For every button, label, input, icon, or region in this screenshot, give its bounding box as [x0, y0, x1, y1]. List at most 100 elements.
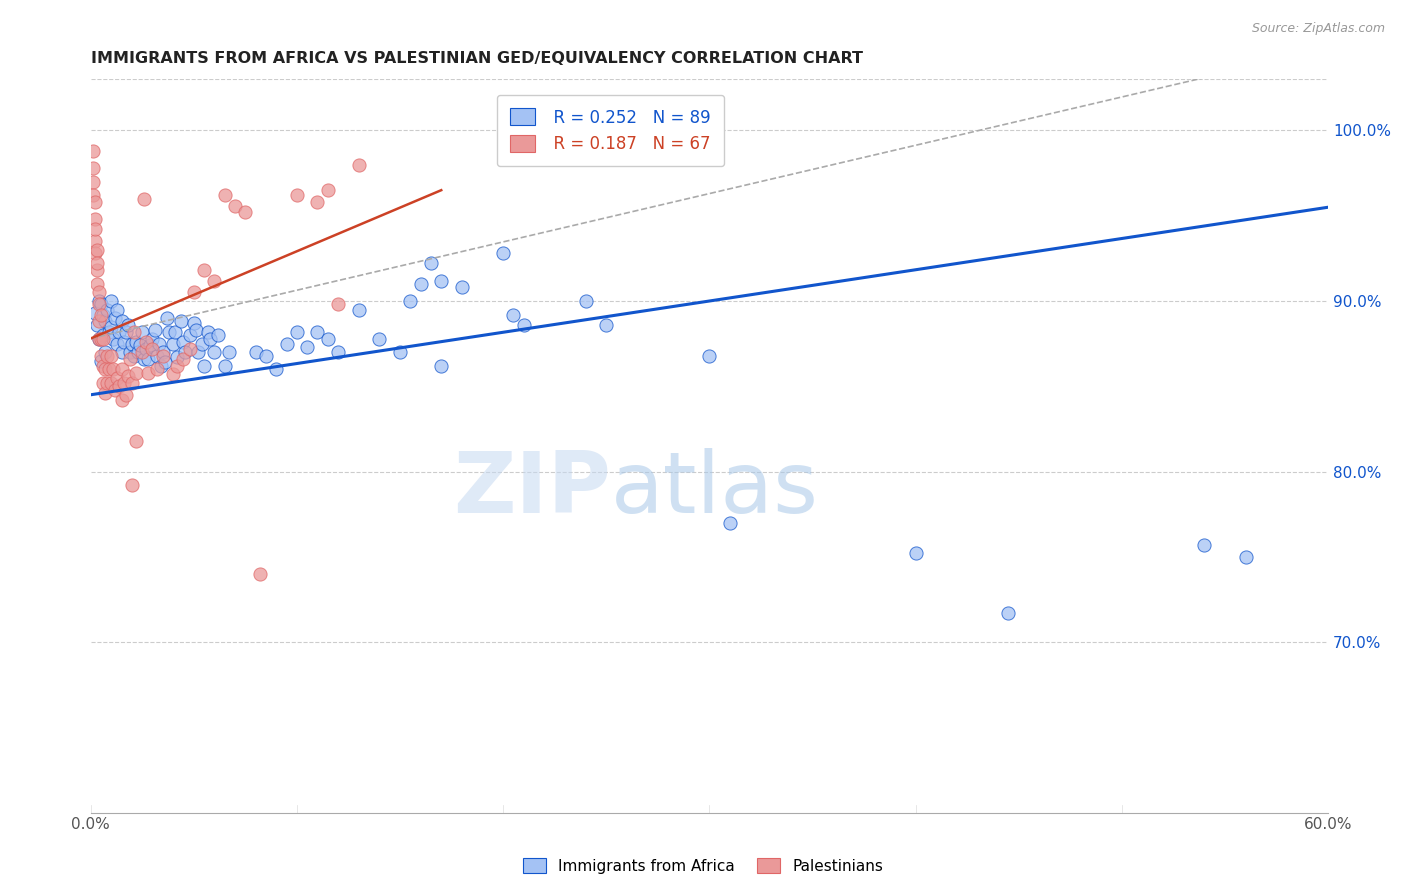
Point — [83, 246, 105, 260]
Point — [183, 316, 205, 330]
Point — [347, 158, 370, 172]
Point — [399, 293, 422, 308]
Point — [94, 386, 117, 401]
Point — [214, 359, 236, 373]
Text: ZIP: ZIP — [453, 449, 610, 532]
Point — [904, 546, 927, 560]
Point — [90, 297, 112, 311]
Point — [86, 243, 108, 257]
Point — [224, 198, 246, 212]
Point — [166, 359, 188, 373]
Point — [307, 325, 329, 339]
Point — [326, 345, 349, 359]
Point — [492, 246, 515, 260]
Point — [91, 308, 114, 322]
Point — [419, 256, 441, 270]
Point — [129, 338, 152, 352]
Point — [184, 323, 207, 337]
Point — [134, 192, 156, 206]
Point — [117, 318, 139, 332]
Point — [108, 325, 131, 339]
Point — [162, 336, 184, 351]
Point — [87, 332, 110, 346]
Point — [91, 359, 114, 373]
Point — [86, 256, 108, 270]
Point — [197, 325, 219, 339]
Point — [156, 311, 179, 326]
Point — [82, 144, 104, 158]
Point — [86, 263, 108, 277]
Point — [91, 332, 114, 346]
Point — [200, 332, 222, 346]
Point — [141, 342, 163, 356]
Point — [98, 325, 121, 339]
Point — [699, 349, 721, 363]
Point — [94, 314, 117, 328]
Point — [135, 334, 157, 349]
Point — [145, 362, 167, 376]
Point — [121, 376, 143, 390]
Point — [245, 345, 267, 359]
Point — [451, 280, 474, 294]
Point — [179, 328, 201, 343]
Point — [82, 188, 104, 202]
Point — [87, 332, 110, 346]
Legend: Immigrants from Africa, Palestinians: Immigrants from Africa, Palestinians — [516, 852, 890, 880]
Point — [264, 362, 287, 376]
Point — [94, 345, 117, 359]
Point — [83, 212, 105, 227]
Point — [127, 345, 149, 359]
Point — [233, 205, 256, 219]
Point — [90, 332, 112, 346]
Point — [139, 338, 162, 352]
Point — [98, 362, 121, 376]
Point — [172, 351, 194, 366]
Point — [149, 359, 172, 373]
Point — [347, 302, 370, 317]
Point — [276, 336, 298, 351]
Point — [83, 235, 105, 249]
Point — [152, 349, 174, 363]
Point — [122, 349, 145, 363]
Point — [87, 285, 110, 300]
Point — [575, 293, 598, 308]
Point — [153, 355, 176, 369]
Point — [326, 297, 349, 311]
Point — [254, 349, 277, 363]
Text: atlas: atlas — [610, 449, 818, 532]
Point — [121, 336, 143, 351]
Point — [134, 351, 156, 366]
Point — [157, 325, 180, 339]
Point — [83, 195, 105, 210]
Point — [214, 188, 236, 202]
Point — [166, 351, 188, 365]
Point — [165, 325, 187, 339]
Point — [107, 336, 129, 351]
Point — [218, 345, 240, 359]
Point — [118, 345, 141, 359]
Point — [87, 314, 110, 328]
Point — [114, 388, 136, 402]
Point — [90, 349, 112, 363]
Point — [316, 183, 339, 197]
Point — [110, 314, 132, 328]
Point — [193, 263, 215, 277]
Point — [285, 325, 308, 339]
Point — [595, 318, 617, 332]
Point — [94, 362, 117, 376]
Legend:   R = 0.252   N = 89,   R = 0.187   N = 67: R = 0.252 N = 89, R = 0.187 N = 67 — [496, 95, 724, 166]
Point — [430, 274, 453, 288]
Point — [207, 328, 229, 343]
Point — [174, 345, 197, 359]
Text: IMMIGRANTS FROM AFRICA VS PALESTINIAN GED/EQUIVALENCY CORRELATION CHART: IMMIGRANTS FROM AFRICA VS PALESTINIAN GE… — [90, 51, 863, 66]
Point — [83, 306, 105, 320]
Point — [285, 188, 308, 202]
Point — [96, 349, 118, 363]
Point — [110, 345, 132, 359]
Point — [172, 334, 194, 349]
Point — [96, 302, 118, 317]
Point — [125, 434, 148, 448]
Point — [409, 277, 432, 291]
Point — [91, 328, 114, 343]
Point — [295, 340, 318, 354]
